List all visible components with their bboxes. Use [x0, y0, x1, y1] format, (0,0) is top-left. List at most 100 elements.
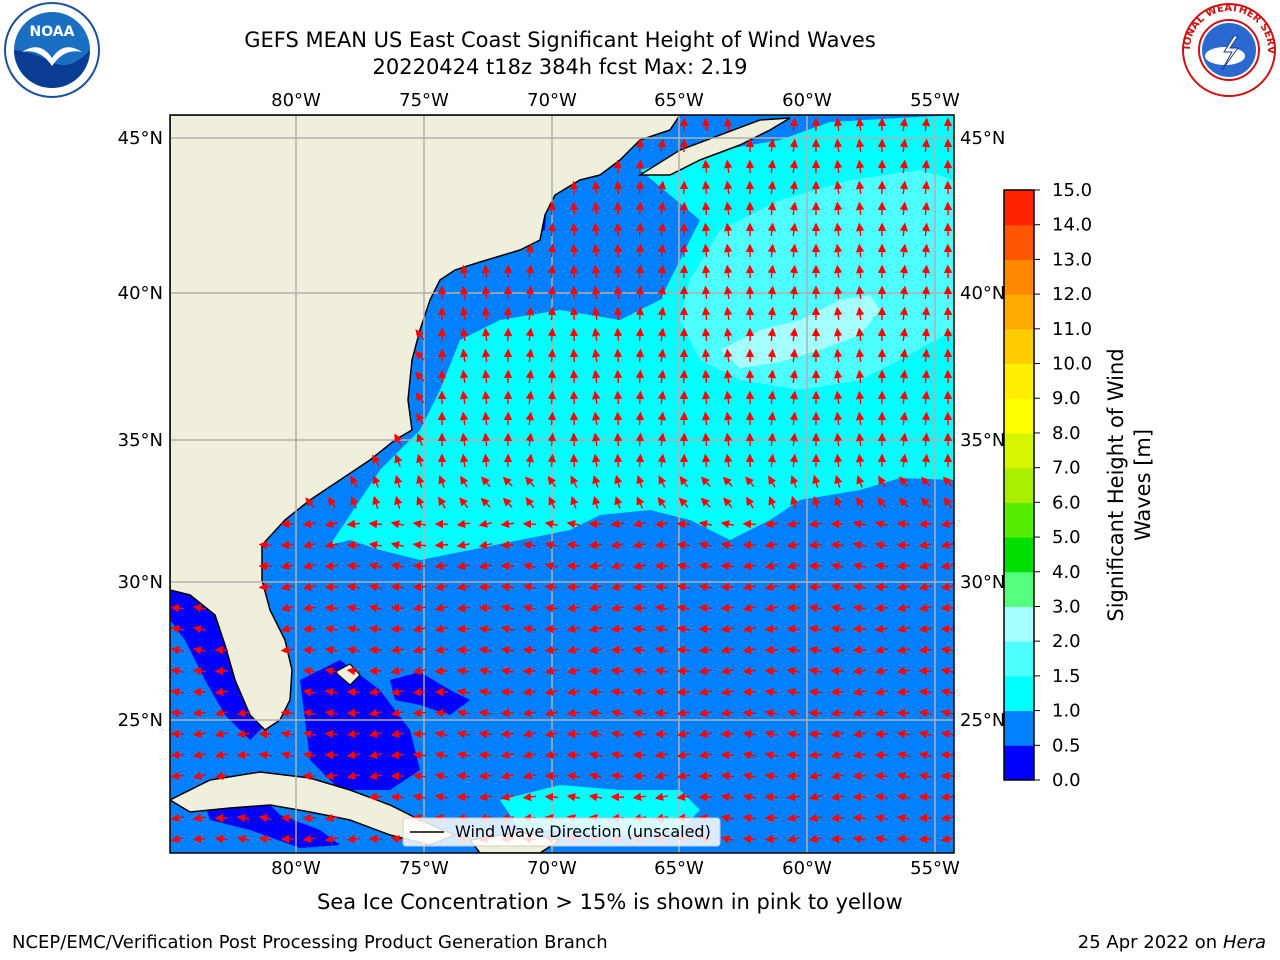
wind-wave-arrow [368, 645, 383, 655]
wind-wave-arrow [918, 561, 933, 570]
wind-wave-arrow [855, 285, 865, 300]
wind-wave-arrow [547, 411, 557, 426]
wind-wave-arrow [940, 582, 954, 592]
wind-wave-arrow [855, 453, 865, 468]
wind-wave-arrow [789, 159, 799, 174]
wind-wave-arrow [874, 541, 889, 550]
wind-wave-arrow [394, 454, 403, 467]
wind-wave-arrow [830, 708, 845, 718]
wind-wave-arrow [525, 243, 535, 258]
wind-wave-arrow [723, 117, 733, 132]
wind-wave-arrow [632, 646, 647, 655]
wind-wave-arrow [635, 159, 645, 174]
wind-wave-arrow [768, 496, 777, 509]
wind-wave-arrow [940, 709, 954, 718]
wind-wave-arrow [588, 603, 603, 612]
wind-wave-arrow [921, 390, 931, 405]
wind-wave-arrow [720, 835, 735, 844]
wind-wave-arrow [368, 583, 383, 592]
wind-wave-arrow [874, 666, 889, 675]
wind-wave-arrow [921, 264, 931, 279]
wind-wave-arrow [874, 687, 889, 696]
wind-wave-arrow [170, 603, 185, 613]
wind-wave-arrow [525, 432, 535, 447]
wind-wave-arrow [790, 495, 799, 509]
wind-wave-arrow [478, 688, 493, 697]
wind-wave-arrow [613, 285, 623, 300]
wind-wave-arrow [808, 834, 823, 843]
wind-wave-arrow [394, 474, 403, 488]
wind-wave-arrow [701, 201, 711, 216]
wind-wave-arrow [416, 453, 425, 467]
wind-wave-arrow [723, 369, 733, 384]
machine-name: Hera [1222, 932, 1266, 953]
wind-wave-arrow [613, 264, 623, 279]
wind-wave-arrow [368, 604, 383, 613]
wind-wave-arrow [302, 750, 317, 760]
wind-wave-arrow [547, 453, 557, 468]
wind-wave-arrow [899, 390, 909, 405]
wind-wave-arrow [654, 667, 669, 676]
wind-wave-arrow [833, 327, 843, 342]
wind-wave-arrow [610, 730, 625, 739]
wind-wave-arrow [874, 624, 889, 634]
wind-wave-arrow [502, 497, 513, 508]
wind-wave-arrow [525, 285, 535, 300]
wind-wave-arrow [459, 497, 469, 509]
wind-wave-arrow [610, 561, 625, 570]
wind-wave-arrow [898, 497, 909, 508]
wind-wave-arrow [918, 772, 933, 781]
wind-wave-arrow [723, 201, 733, 216]
wind-wave-arrow [459, 411, 469, 426]
wind-wave-arrow [324, 729, 339, 739]
wind-wave-arrow [346, 582, 361, 592]
wind-wave-arrow [588, 730, 603, 739]
wind-wave-arrow [720, 645, 735, 654]
wind-wave-arrow [764, 603, 779, 612]
wind-wave-arrow [632, 792, 647, 802]
wind-wave-arrow [525, 497, 535, 509]
wind-wave-arrow [613, 180, 623, 195]
wind-wave-arrow [852, 750, 867, 760]
wind-wave-arrow [678, 497, 689, 508]
wind-wave-arrow [591, 201, 601, 216]
wind-wave-arrow [390, 624, 405, 634]
wind-wave-arrow [459, 327, 469, 342]
wind-wave-arrow [412, 540, 427, 550]
lat-label: 35°N [960, 430, 1005, 451]
wind-wave-arrow [723, 222, 733, 237]
wind-wave-arrow [192, 750, 207, 759]
wind-wave-arrow [635, 264, 645, 279]
wind-wave-arrow [852, 583, 867, 592]
land-nova-scotia [637, 117, 791, 176]
wind-wave-arrow [478, 646, 493, 655]
wind-wave-arrow [434, 561, 449, 571]
wind-wave-arrow [940, 624, 954, 634]
wind-wave-arrow [833, 201, 843, 216]
wind-wave-arrow [701, 285, 711, 300]
wind-wave-arrow [742, 708, 757, 718]
wind-wave-arrow [676, 750, 691, 759]
wind-wave-arrow [614, 474, 623, 488]
lon-label: 70°W [527, 858, 577, 879]
wind-wave-arrow [481, 285, 491, 300]
wind-wave-arrow [676, 625, 691, 634]
wind-wave-arrow [591, 348, 601, 363]
wind-wave-arrow [412, 520, 427, 529]
wind-wave-arrow [522, 750, 537, 759]
wind-wave-arrow [720, 750, 735, 760]
wind-wave-arrow [874, 771, 889, 781]
wind-wave-arrow [722, 476, 733, 487]
wind-wave-arrow [720, 603, 735, 613]
wind-wave-arrow [834, 474, 843, 488]
wind-wave-arrow [459, 390, 469, 405]
wind-wave-arrow [569, 180, 579, 195]
wind-wave-arrow [500, 687, 515, 697]
wind-wave-arrow [346, 646, 361, 655]
lon-label: 65°W [654, 858, 704, 879]
wind-wave-arrow [899, 476, 909, 488]
wind-wave-arrow [698, 666, 713, 675]
wind-wave-arrow [324, 834, 339, 843]
lat-label: 45°N [960, 128, 1005, 149]
wind-wave-arrow [456, 688, 471, 697]
